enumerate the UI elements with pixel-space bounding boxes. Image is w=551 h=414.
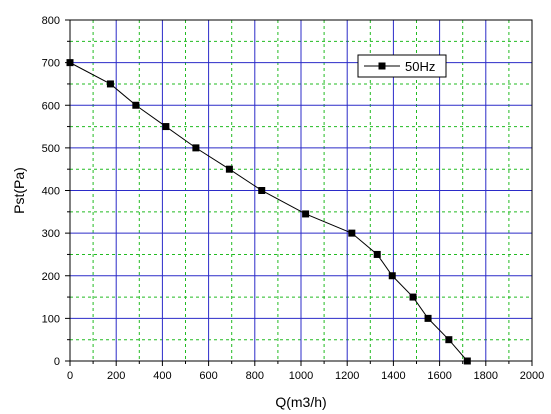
legend-box xyxy=(357,54,447,78)
y-tick-label: 500 xyxy=(42,143,60,155)
y-tick-label: 400 xyxy=(42,186,60,198)
axis-ticks xyxy=(65,19,533,366)
y-tick-label: 300 xyxy=(42,228,60,240)
data-point xyxy=(106,80,114,88)
x-tick-label: 400 xyxy=(153,370,171,382)
data-point xyxy=(348,229,356,237)
legend: 50Hz xyxy=(357,54,447,78)
data-point xyxy=(225,165,233,173)
data-point xyxy=(258,187,266,194)
data-point xyxy=(192,144,200,152)
data-point xyxy=(409,293,417,301)
x-tick-label: 1200 xyxy=(335,370,359,382)
x-tick-label: 1000 xyxy=(289,370,313,382)
y-tick-label: 100 xyxy=(42,313,60,325)
x-axis-title: Q(m3/h) xyxy=(275,394,326,410)
y-tick-label: 0 xyxy=(54,356,60,368)
x-tick-label: 800 xyxy=(246,370,264,382)
legend-label: 50Hz xyxy=(405,59,435,74)
x-tick-label: 1600 xyxy=(427,370,451,382)
data-point xyxy=(388,272,396,280)
data-point xyxy=(162,123,170,131)
data-point xyxy=(424,314,432,322)
data-point xyxy=(302,210,310,218)
legend-marker-sample xyxy=(378,62,386,70)
series-layer xyxy=(66,59,471,365)
y-tick-label: 600 xyxy=(42,100,60,112)
y-tick-label: 200 xyxy=(42,271,60,283)
x-tick-label: 0 xyxy=(67,370,73,382)
x-tick-label: 2000 xyxy=(520,370,544,382)
x-tick-label: 600 xyxy=(199,370,217,382)
y-tick-label: 700 xyxy=(42,58,60,70)
x-tick-label: 200 xyxy=(107,370,125,382)
data-point xyxy=(373,250,381,258)
data-point xyxy=(445,336,453,344)
x-tick-label: 1800 xyxy=(474,370,498,382)
x-tick-label: 1400 xyxy=(381,370,405,382)
y-tick-label: 800 xyxy=(42,15,60,27)
y-axis-title: Pst(Pa) xyxy=(11,167,27,214)
data-point xyxy=(463,357,471,365)
tick-labels: 0 200 400 600 800 1000 1200 1400 1600 1800 2000 0 10… xyxy=(42,15,545,382)
data-point xyxy=(132,101,140,109)
data-point xyxy=(66,59,74,67)
